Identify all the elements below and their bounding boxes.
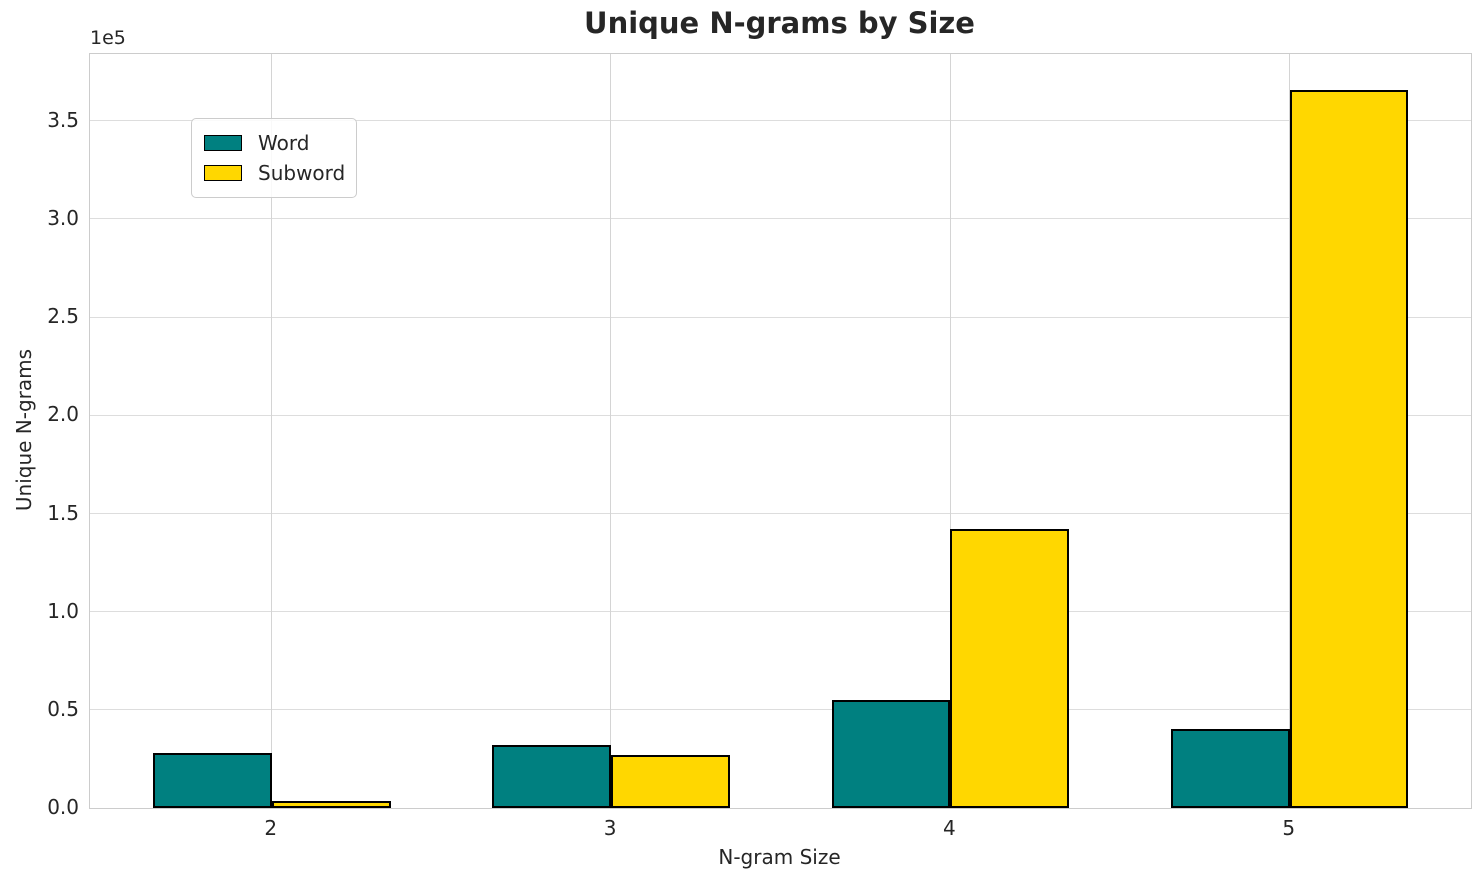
legend-label: Subword (258, 161, 346, 185)
x-tick-label: 4 (943, 816, 956, 840)
chart-title: Unique N-grams by Size (584, 6, 975, 40)
bar-word-2 (153, 753, 272, 808)
bar-subword-2 (271, 801, 391, 808)
h-gridline (90, 120, 1471, 122)
h-gridline (90, 316, 1471, 318)
bar-word-4 (831, 700, 951, 808)
y-tick-label: 0.0 (47, 795, 79, 819)
v-gridline (949, 54, 951, 808)
y-tick-label: 1.5 (47, 500, 79, 525)
y-tick-label: 3.5 (47, 107, 79, 132)
y-tick-label: 1.0 (47, 598, 79, 623)
x-tick-label: 2 (264, 816, 278, 840)
y-tick-label: 2.0 (47, 402, 79, 427)
h-gridline (90, 611, 1471, 613)
h-gridline (90, 414, 1471, 416)
legend-item-word: Word (204, 128, 344, 158)
legend-swatch-icon (204, 165, 242, 181)
plot-area: Word Subword (89, 53, 1472, 809)
legend: Word Subword (191, 118, 357, 198)
y-tick-label: 3.0 (47, 206, 79, 231)
legend-label: Word (258, 131, 310, 155)
h-gridline (90, 218, 1471, 220)
bar-subword-5 (1289, 89, 1409, 808)
v-gridline (610, 54, 612, 808)
y-tick-label: 0.5 (47, 696, 79, 721)
v-gridline (271, 54, 273, 808)
v-gridline (1289, 54, 1291, 808)
x-tick-label: 3 (603, 816, 617, 840)
h-gridline (90, 512, 1471, 514)
y-tick-label: 2.5 (47, 304, 79, 329)
x-axis-label: N-gram Size (718, 845, 841, 869)
bar-subword-3 (611, 754, 730, 808)
h-gridline (90, 709, 1471, 711)
bar-subword-4 (950, 529, 1070, 808)
bar-word-5 (1170, 729, 1290, 808)
bar-word-3 (492, 745, 612, 808)
legend-swatch-icon (204, 135, 242, 151)
x-tick-label: 5 (1282, 816, 1296, 840)
legend-item-subword: Subword (204, 158, 346, 188)
y-axis-offset-text: 1e5 (90, 27, 126, 49)
